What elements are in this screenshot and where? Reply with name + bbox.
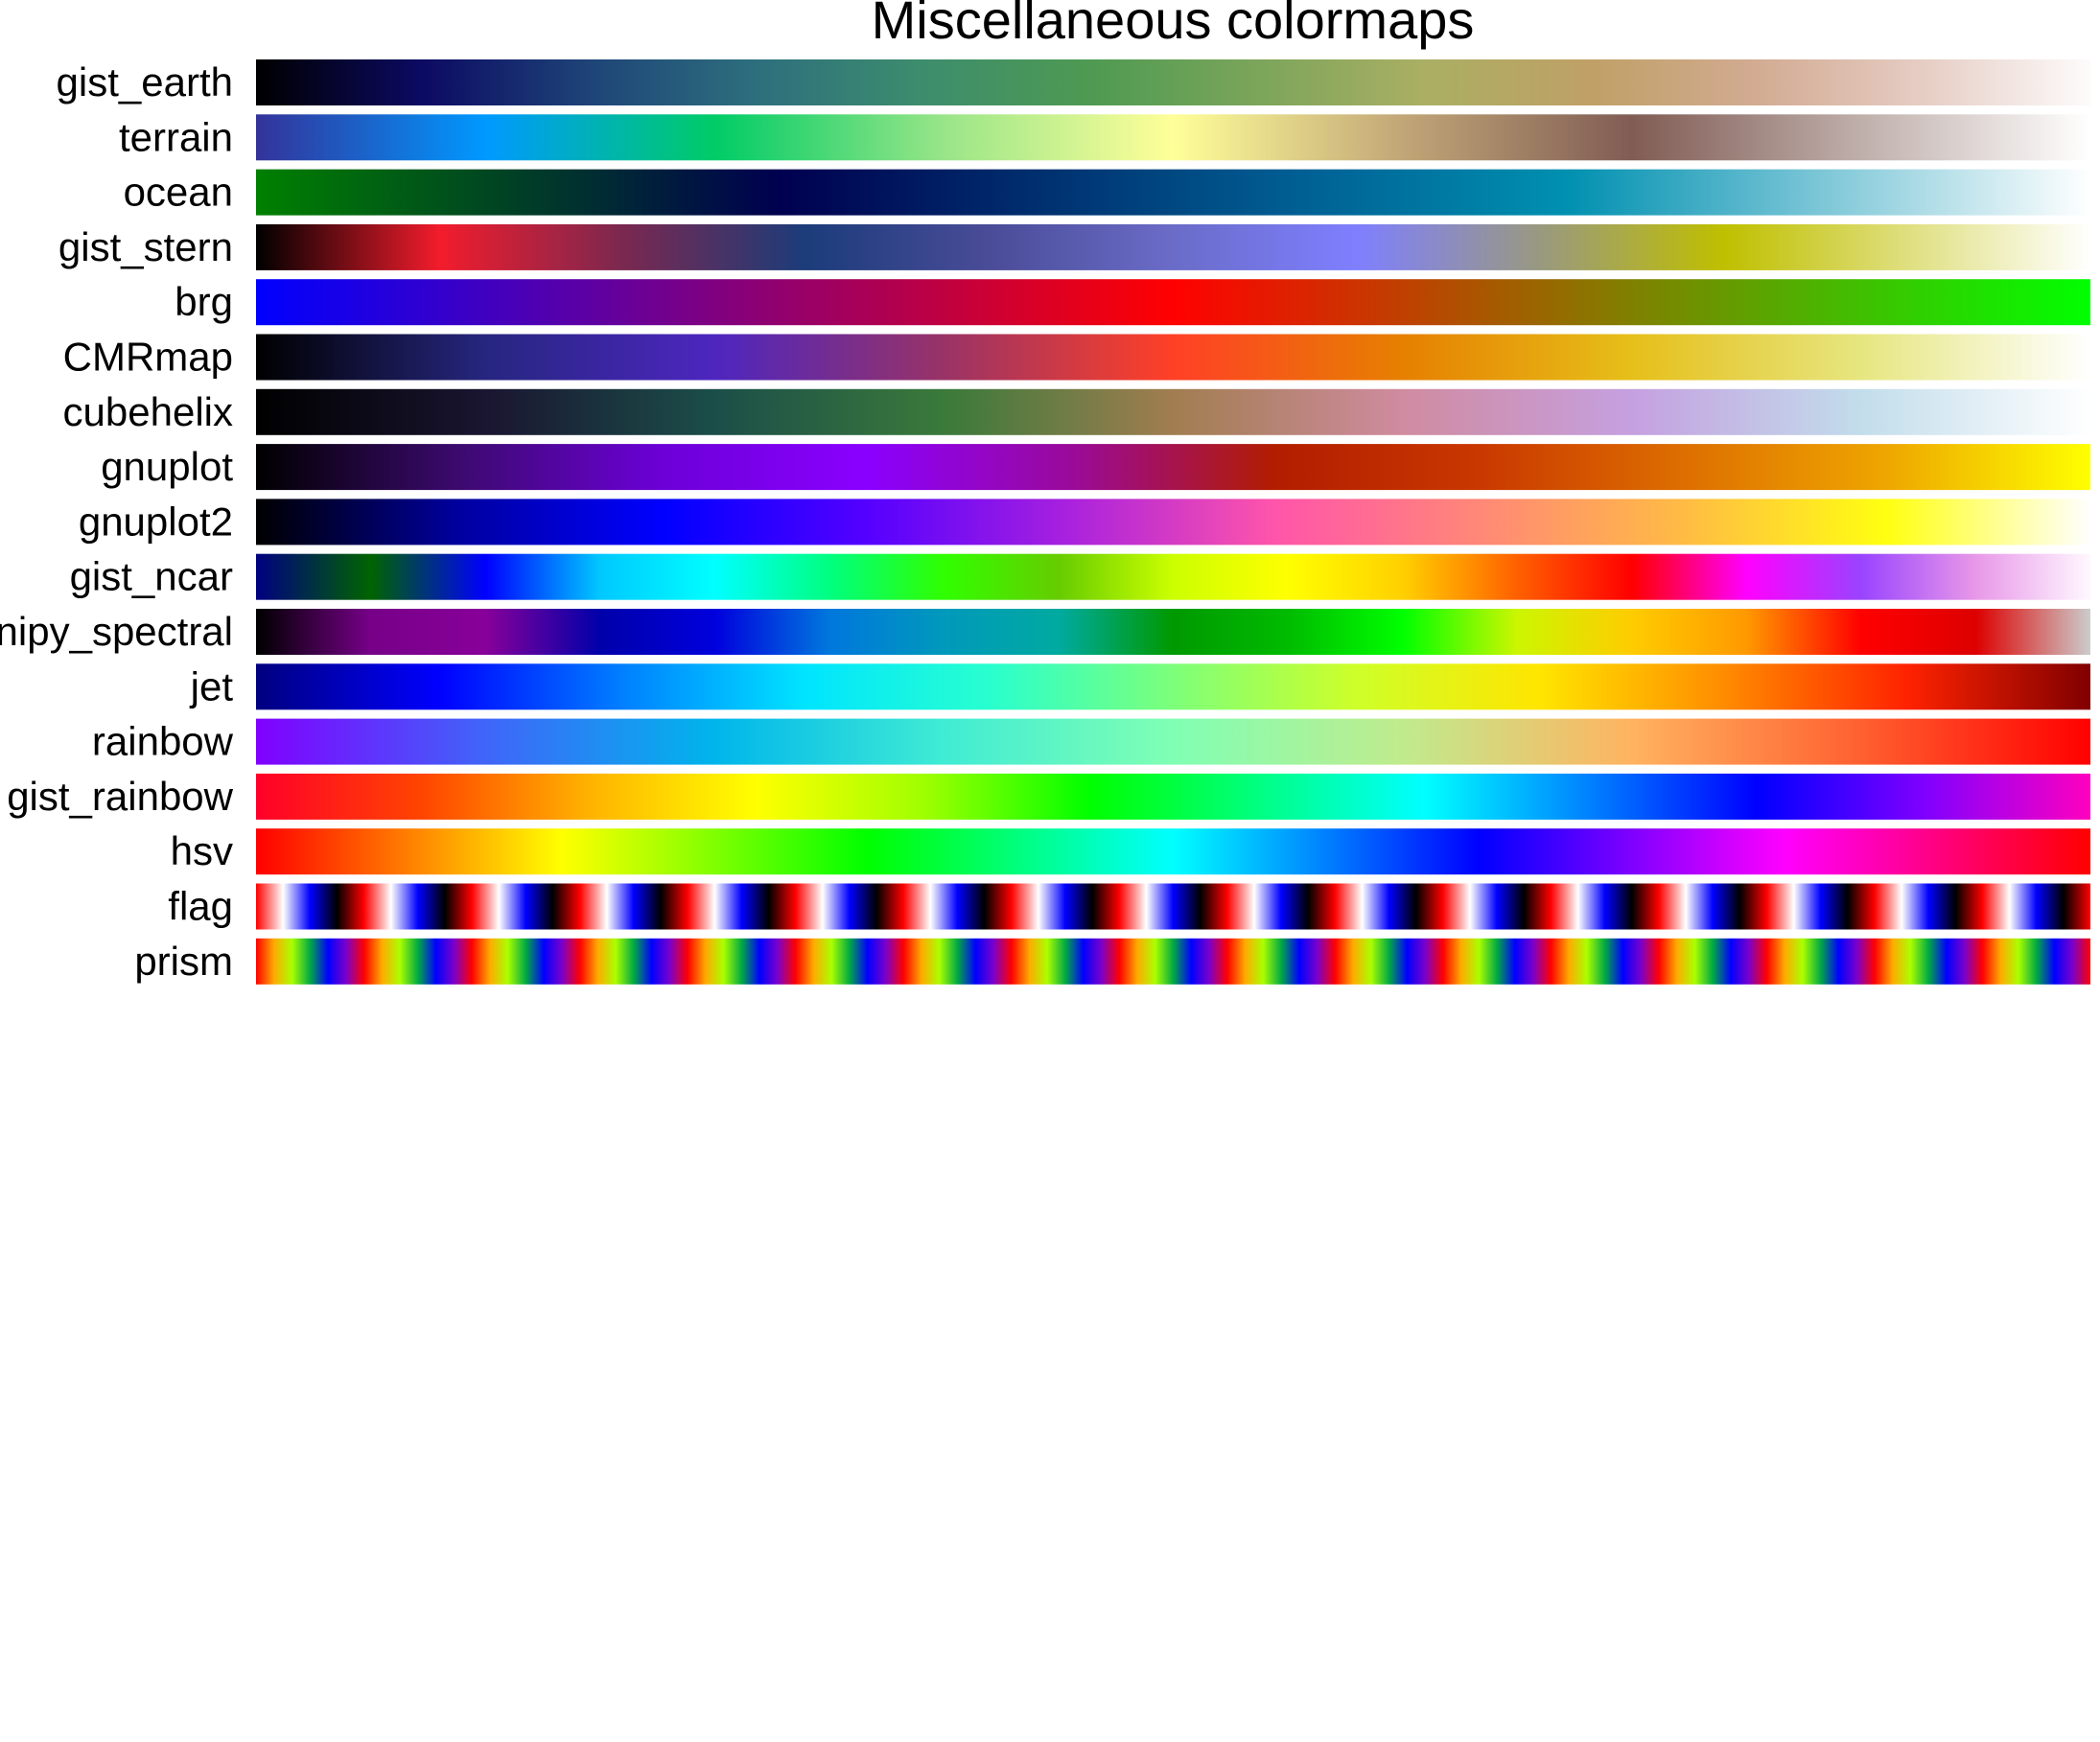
colormap-bar-jet <box>256 663 2090 709</box>
colormap-bar-ocean <box>256 170 2090 216</box>
colormap-bar-CMRmap <box>256 335 2090 381</box>
colormap-bar-gist_stern <box>256 224 2090 270</box>
colormap-label-ocean: ocean <box>124 170 233 215</box>
colormap-bar-flag <box>256 884 2090 930</box>
colormap-bar-terrain <box>256 114 2090 160</box>
colormap-bar-gnuplot <box>256 444 2090 490</box>
colormap-bar-cubehelix <box>256 389 2090 435</box>
colormap-label-gist_ncar: gist_ncar <box>70 554 233 599</box>
colormap-label-jet: jet <box>189 663 234 708</box>
colormap-bar-gist_ncar <box>256 554 2090 600</box>
colormap-label-brg: brg <box>175 279 233 324</box>
colormap-label-nipy_spectral: nipy_spectral <box>0 609 233 654</box>
colormap-label-gnuplot2: gnuplot2 <box>79 499 233 544</box>
colormap-bar-rainbow <box>256 719 2090 765</box>
colormap-label-CMRmap: CMRmap <box>63 335 233 380</box>
colormap-bar-prism <box>256 939 2090 985</box>
colormap-bar-hsv <box>256 828 2090 874</box>
colormap-bar-brg <box>256 279 2090 325</box>
chart-title: Miscellaneous colormaps <box>872 0 1475 50</box>
colormap-label-gist_earth: gist_earth <box>57 59 233 105</box>
colormap-bar-nipy_spectral <box>256 609 2090 655</box>
colormap-label-gist_stern: gist_stern <box>58 224 233 269</box>
colormap-label-gnuplot: gnuplot <box>101 444 233 489</box>
colormap-bar-gnuplot2 <box>256 499 2090 545</box>
colormap-label-cubehelix: cubehelix <box>63 389 233 434</box>
colormap-label-flag: flag <box>168 884 233 929</box>
colormap-bar-gist_earth <box>256 59 2090 105</box>
colormap-label-prism: prism <box>134 939 233 984</box>
colormap-bar-gist_rainbow <box>256 774 2090 820</box>
colormap-label-terrain: terrain <box>119 114 233 159</box>
colormap-label-gist_rainbow: gist_rainbow <box>7 774 233 819</box>
colormap-label-rainbow: rainbow <box>92 719 234 764</box>
colormap-label-hsv: hsv <box>171 828 233 873</box>
